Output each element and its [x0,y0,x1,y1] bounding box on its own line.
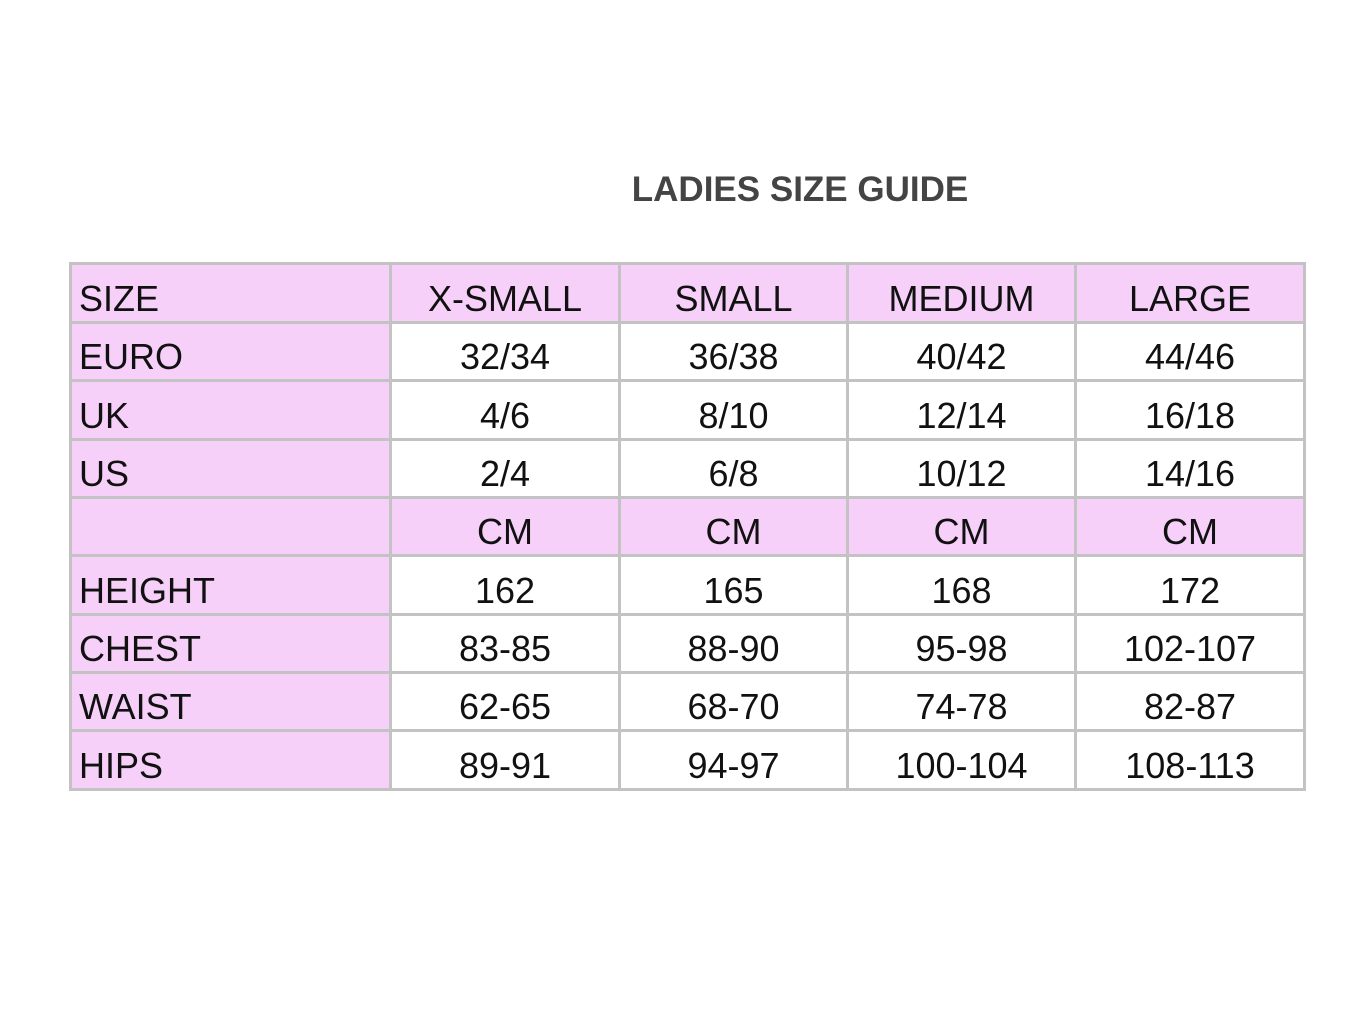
table-row: CM CM CM CM [69,496,1306,557]
table-cell: CM [846,496,1077,557]
row-label: SIZE [69,262,392,324]
table-row: UK 4/6 8/10 12/14 16/18 [69,379,1306,441]
table-cell: 68-70 [618,671,849,732]
table-cell: 32/34 [389,321,621,382]
table-cell: 108-113 [1074,729,1306,791]
table-cell: 94-97 [618,729,849,791]
table-cell: 83-85 [389,613,621,674]
table-cell: MEDIUM [846,262,1077,324]
table-cell: 16/18 [1074,379,1306,441]
row-label: WAIST [69,671,392,732]
table-cell: 165 [618,554,849,616]
table-row: WAIST 62-65 68-70 74-78 82-87 [69,671,1306,732]
table-cell: 95-98 [846,613,1077,674]
table-cell: 4/6 [389,379,621,441]
table-cell: CM [618,496,849,557]
table-cell: X-SMALL [389,262,621,324]
table-cell: 40/42 [846,321,1077,382]
table-cell: 89-91 [389,729,621,791]
table-cell: 44/46 [1074,321,1306,382]
table-cell: LARGE [1074,262,1306,324]
row-label: HEIGHT [69,554,392,616]
size-guide-table: SIZE X-SMALL SMALL MEDIUM LARGE EURO 32/34 36/3… [69,262,1306,791]
table-cell: 82-87 [1074,671,1306,732]
table-row: CHEST 83-85 88-90 95-98 102-107 [69,613,1306,674]
row-label: US [69,438,392,499]
table-cell: 100-104 [846,729,1077,791]
table-cell: 172 [1074,554,1306,616]
table-cell: 168 [846,554,1077,616]
table-cell: 2/4 [389,438,621,499]
table-cell: 162 [389,554,621,616]
row-label: CHEST [69,613,392,674]
table-cell: CM [1074,496,1306,557]
table-cell: 74-78 [846,671,1077,732]
table-cell: 36/38 [618,321,849,382]
table-cell: 102-107 [1074,613,1306,674]
row-label: EURO [69,321,392,382]
table-row: EURO 32/34 36/38 40/42 44/46 [69,321,1306,382]
table-cell: 8/10 [618,379,849,441]
table-row: US 2/4 6/8 10/12 14/16 [69,438,1306,499]
table-cell: 14/16 [1074,438,1306,499]
table-cell: 88-90 [618,613,849,674]
page-title: LADIES SIZE GUIDE [631,170,969,209]
row-label [69,496,392,557]
table-cell: 62-65 [389,671,621,732]
row-label: UK [69,379,392,441]
table-row: HIPS 89-91 94-97 100-104 108-113 [69,729,1306,791]
table-cell: 6/8 [618,438,849,499]
table-cell: SMALL [618,262,849,324]
table-cell: 12/14 [846,379,1077,441]
table-cell: CM [389,496,621,557]
table-cell: 10/12 [846,438,1077,499]
table-row: HEIGHT 162 165 168 172 [69,554,1306,616]
table-row: SIZE X-SMALL SMALL MEDIUM LARGE [69,262,1306,324]
row-label: HIPS [69,729,392,791]
